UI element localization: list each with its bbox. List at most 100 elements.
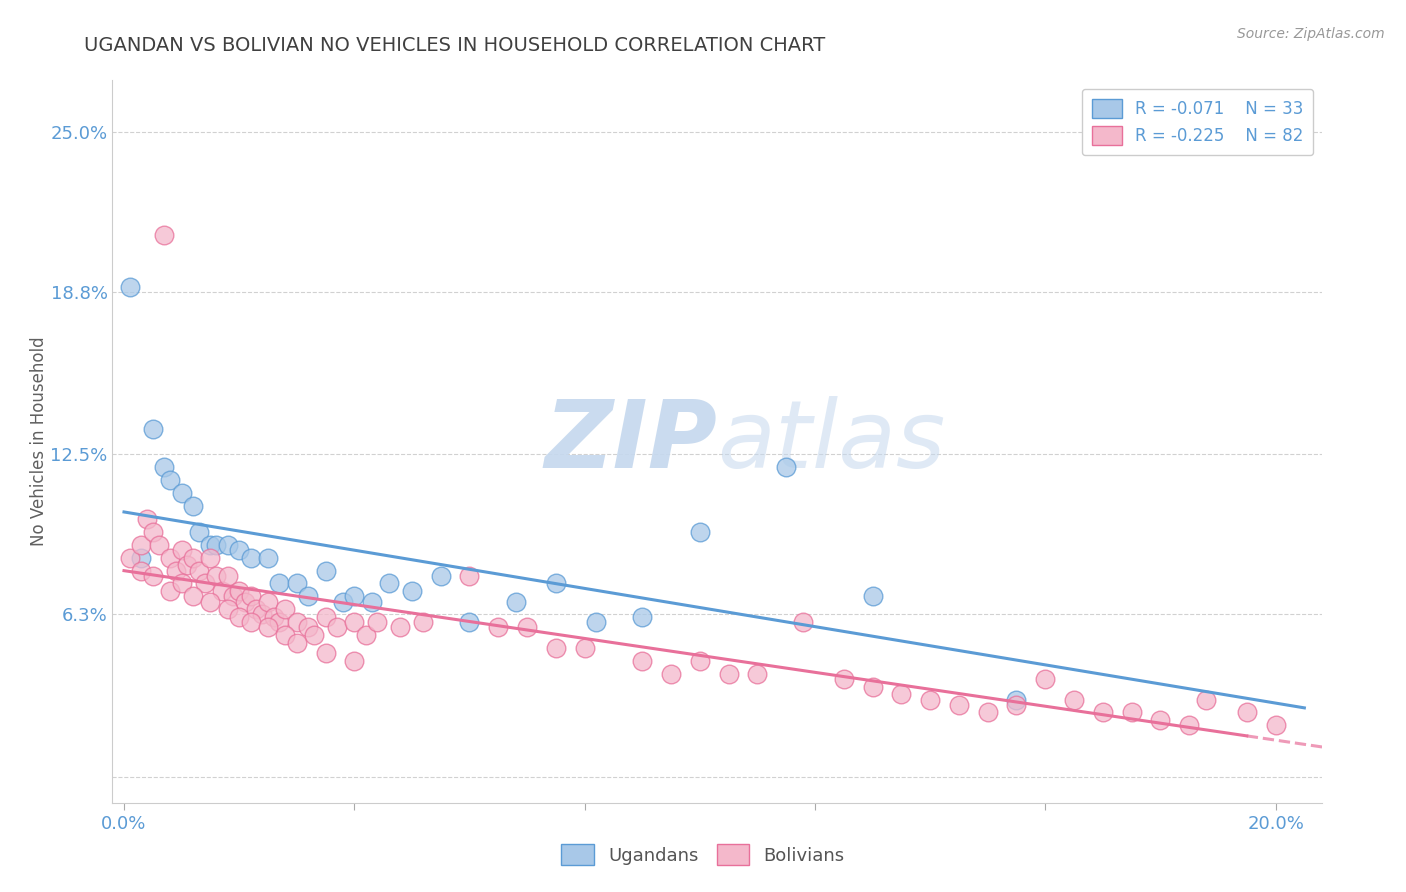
Point [389, 620, 412, 634]
Point [516, 620, 538, 634]
Point [257, 620, 280, 634]
Point [747, 666, 769, 681]
Point [689, 654, 711, 668]
Point [257, 594, 280, 608]
Point [1322, 731, 1344, 746]
Point [165, 564, 187, 578]
Point [401, 584, 423, 599]
Point [129, 550, 152, 565]
Point [239, 550, 262, 565]
Point [181, 550, 204, 565]
Point [315, 564, 337, 578]
Point [315, 610, 337, 624]
Point [1264, 718, 1286, 732]
Point [1195, 692, 1218, 706]
Point [297, 620, 319, 634]
Point [458, 568, 481, 582]
Point [228, 584, 250, 599]
Point [233, 594, 256, 608]
Point [239, 615, 262, 630]
Point [775, 460, 797, 475]
Point [239, 590, 262, 604]
Point [354, 628, 377, 642]
Point [205, 568, 228, 582]
Point [245, 602, 267, 616]
Point [890, 687, 912, 701]
Point [118, 279, 141, 293]
Point [343, 590, 366, 604]
Point [205, 538, 228, 552]
Point [274, 628, 297, 642]
Point [187, 524, 209, 539]
Point [153, 228, 176, 243]
Point [129, 564, 152, 578]
Point [181, 499, 204, 513]
Point [862, 590, 884, 604]
Point [544, 576, 567, 591]
Legend: Ugandans, Bolivians: Ugandans, Bolivians [553, 835, 853, 874]
Y-axis label: No Vehicles in Household: No Vehicles in Household [31, 336, 48, 547]
Point [1149, 713, 1171, 727]
Point [302, 628, 325, 642]
Legend: R = -0.071    N = 33, R = -0.225    N = 82: R = -0.071 N = 33, R = -0.225 N = 82 [1081, 88, 1313, 155]
Point [343, 615, 366, 630]
Point [136, 512, 159, 526]
Point [1178, 718, 1201, 732]
Point [315, 646, 337, 660]
Point [269, 576, 291, 591]
Point [159, 584, 181, 599]
Point [412, 615, 434, 630]
Point [250, 607, 273, 622]
Point [920, 692, 942, 706]
Point [274, 602, 297, 616]
Point [228, 610, 250, 624]
Point [832, 672, 855, 686]
Point [159, 550, 181, 565]
Point [228, 542, 250, 557]
Point [217, 568, 239, 582]
Point [285, 576, 308, 591]
Point [194, 576, 217, 591]
Point [505, 594, 527, 608]
Text: Source: ZipAtlas.com: Source: ZipAtlas.com [1237, 27, 1385, 41]
Point [326, 620, 349, 634]
Point [332, 594, 354, 608]
Point [217, 602, 239, 616]
Point [170, 576, 193, 591]
Point [976, 706, 998, 720]
Point [659, 666, 682, 681]
Point [1121, 706, 1143, 720]
Point [378, 576, 401, 591]
Point [222, 590, 245, 604]
Point [142, 568, 165, 582]
Point [717, 666, 740, 681]
Point [257, 550, 280, 565]
Point [1033, 672, 1056, 686]
Text: ZIP: ZIP [544, 395, 717, 488]
Point [1005, 692, 1028, 706]
Point [142, 422, 165, 436]
Point [1005, 698, 1028, 712]
Point [343, 654, 366, 668]
Point [689, 524, 711, 539]
Point [631, 654, 654, 668]
Point [142, 524, 165, 539]
Point [211, 584, 233, 599]
Point [360, 594, 382, 608]
Point [153, 460, 176, 475]
Point [129, 538, 152, 552]
Point [948, 698, 970, 712]
Point [1391, 749, 1406, 764]
Point [862, 680, 884, 694]
Point [585, 615, 607, 630]
Point [297, 590, 319, 604]
Point [285, 636, 308, 650]
Point [631, 610, 654, 624]
Point [429, 568, 451, 582]
Point [1091, 706, 1114, 720]
Point [1063, 692, 1085, 706]
Point [159, 473, 181, 487]
Point [792, 615, 814, 630]
Point [486, 620, 509, 634]
Point [118, 550, 141, 565]
